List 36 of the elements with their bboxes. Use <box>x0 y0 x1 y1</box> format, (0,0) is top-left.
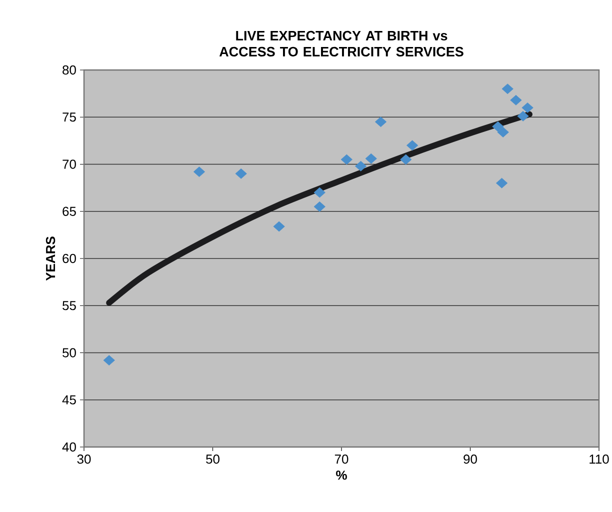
point <box>510 94 522 106</box>
point <box>406 140 418 151</box>
point <box>502 84 514 94</box>
point <box>400 154 412 165</box>
y-tick-label: 55 <box>62 301 76 310</box>
point <box>365 153 377 164</box>
x-tick-label: 90 <box>464 454 477 464</box>
y-tick-label: 80 <box>62 65 76 75</box>
x-tick-label: 30 <box>77 454 91 464</box>
point <box>492 121 504 132</box>
point <box>103 355 115 366</box>
point <box>522 102 534 113</box>
point <box>340 154 352 165</box>
point <box>273 221 285 232</box>
point <box>354 160 367 172</box>
point <box>497 127 509 138</box>
y-tick-label: 75 <box>62 112 76 122</box>
x-tick-label: 70 <box>334 454 348 464</box>
point <box>235 168 247 179</box>
x-axis-title: % <box>336 470 347 480</box>
y-tick-label: 60 <box>62 254 76 264</box>
y-tick-label: 65 <box>62 206 76 216</box>
point <box>374 116 387 128</box>
point <box>496 178 508 188</box>
point <box>314 201 326 212</box>
y-tick-label: 45 <box>62 395 76 404</box>
y-tick-label: 70 <box>62 160 76 169</box>
chart-title: LIVE EXPECTANCY AT BIRTH vs ACCESS TO ELECTRICITY SERVICES <box>219 30 464 56</box>
point <box>193 166 206 177</box>
y-axis-title: YEARS <box>46 236 56 281</box>
y-tick-label: 40 <box>62 442 76 452</box>
x-tick-label: 110 <box>590 454 609 464</box>
point <box>517 110 529 122</box>
x-tick-label: 50 <box>206 454 220 464</box>
point <box>314 187 326 198</box>
y-tick-label: 50 <box>62 348 76 358</box>
